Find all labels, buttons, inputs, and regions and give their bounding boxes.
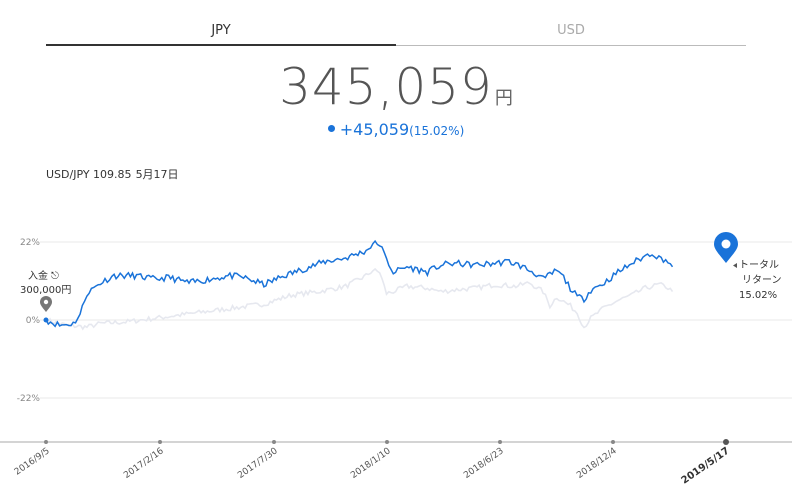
start-point bbox=[43, 317, 49, 323]
x-tick-dot bbox=[158, 440, 162, 444]
x-tick-label: 2017/2/16 bbox=[122, 446, 166, 481]
total-return-label-1: トータル bbox=[739, 259, 779, 271]
current-pin-hole bbox=[721, 239, 731, 249]
x-tick-dot bbox=[498, 440, 502, 444]
exchange-rate-pair: USD/JPY 109.85 bbox=[46, 168, 132, 181]
current-marker[interactable]: トータル リターン 15.02% bbox=[714, 232, 782, 301]
total-amount-value: 345,059 bbox=[279, 58, 493, 116]
portfolio-series-line bbox=[45, 239, 674, 328]
change-summary: +45,059(15.02%) bbox=[0, 120, 792, 139]
tab-usd[interactable]: USD bbox=[396, 18, 746, 46]
x-tick-dot bbox=[385, 440, 389, 444]
change-dot-icon bbox=[327, 125, 335, 132]
x-tick-label: 2018/12/4 bbox=[575, 446, 619, 481]
exchange-rate-date: 5月17日 bbox=[135, 168, 179, 181]
y-tick-label: 0% bbox=[26, 316, 41, 326]
benchmark-series-line bbox=[45, 267, 674, 331]
total-return-label-2: リターン bbox=[742, 274, 782, 286]
total-amount-unit: 円 bbox=[494, 88, 513, 109]
x-tick-dot bbox=[272, 440, 276, 444]
change-value: +45,059 bbox=[339, 120, 410, 139]
x-axis: 2016/9/5 2017/2/16 2017/7/30 2018/1/10 2018/… bbox=[0, 439, 792, 487]
deposit-label: 入金 ⎋ bbox=[28, 269, 59, 282]
chart-grid bbox=[40, 241, 792, 399]
y-axis-labels: 22% 0% -22% bbox=[17, 238, 41, 404]
change-percent: (15.02%) bbox=[409, 124, 465, 138]
currency-tabs: JPY USD bbox=[46, 18, 746, 46]
x-tick-label: 2017/7/30 bbox=[236, 446, 280, 481]
x-tick-label: 2018/1/10 bbox=[349, 446, 393, 481]
pointer-triangle-icon bbox=[733, 263, 737, 268]
x-tick-label: 2019/5/17 bbox=[680, 445, 732, 486]
x-tick-label: 2018/6/23 bbox=[462, 446, 506, 481]
y-tick-label: 22% bbox=[20, 238, 40, 248]
y-tick-label: -22% bbox=[17, 394, 41, 404]
x-tick-label: 2016/9/5 bbox=[13, 446, 52, 477]
chart-lines bbox=[43, 239, 674, 331]
x-tick-dot bbox=[611, 440, 615, 444]
x-tick-dot bbox=[723, 439, 729, 445]
x-tick-dot bbox=[44, 440, 48, 444]
deposit-amount: 300,000円 bbox=[20, 285, 71, 296]
exchange-rate: USD/JPY 109.85 5月17日 bbox=[46, 166, 179, 182]
total-return-value: 15.02% bbox=[739, 290, 777, 301]
deposit-marker[interactable]: 入金 ⎋ 300,000円 bbox=[20, 269, 71, 312]
tab-jpy[interactable]: JPY bbox=[46, 18, 396, 46]
total-amount: 345,059 円 bbox=[0, 58, 792, 116]
deposit-pin-hole bbox=[43, 299, 49, 305]
